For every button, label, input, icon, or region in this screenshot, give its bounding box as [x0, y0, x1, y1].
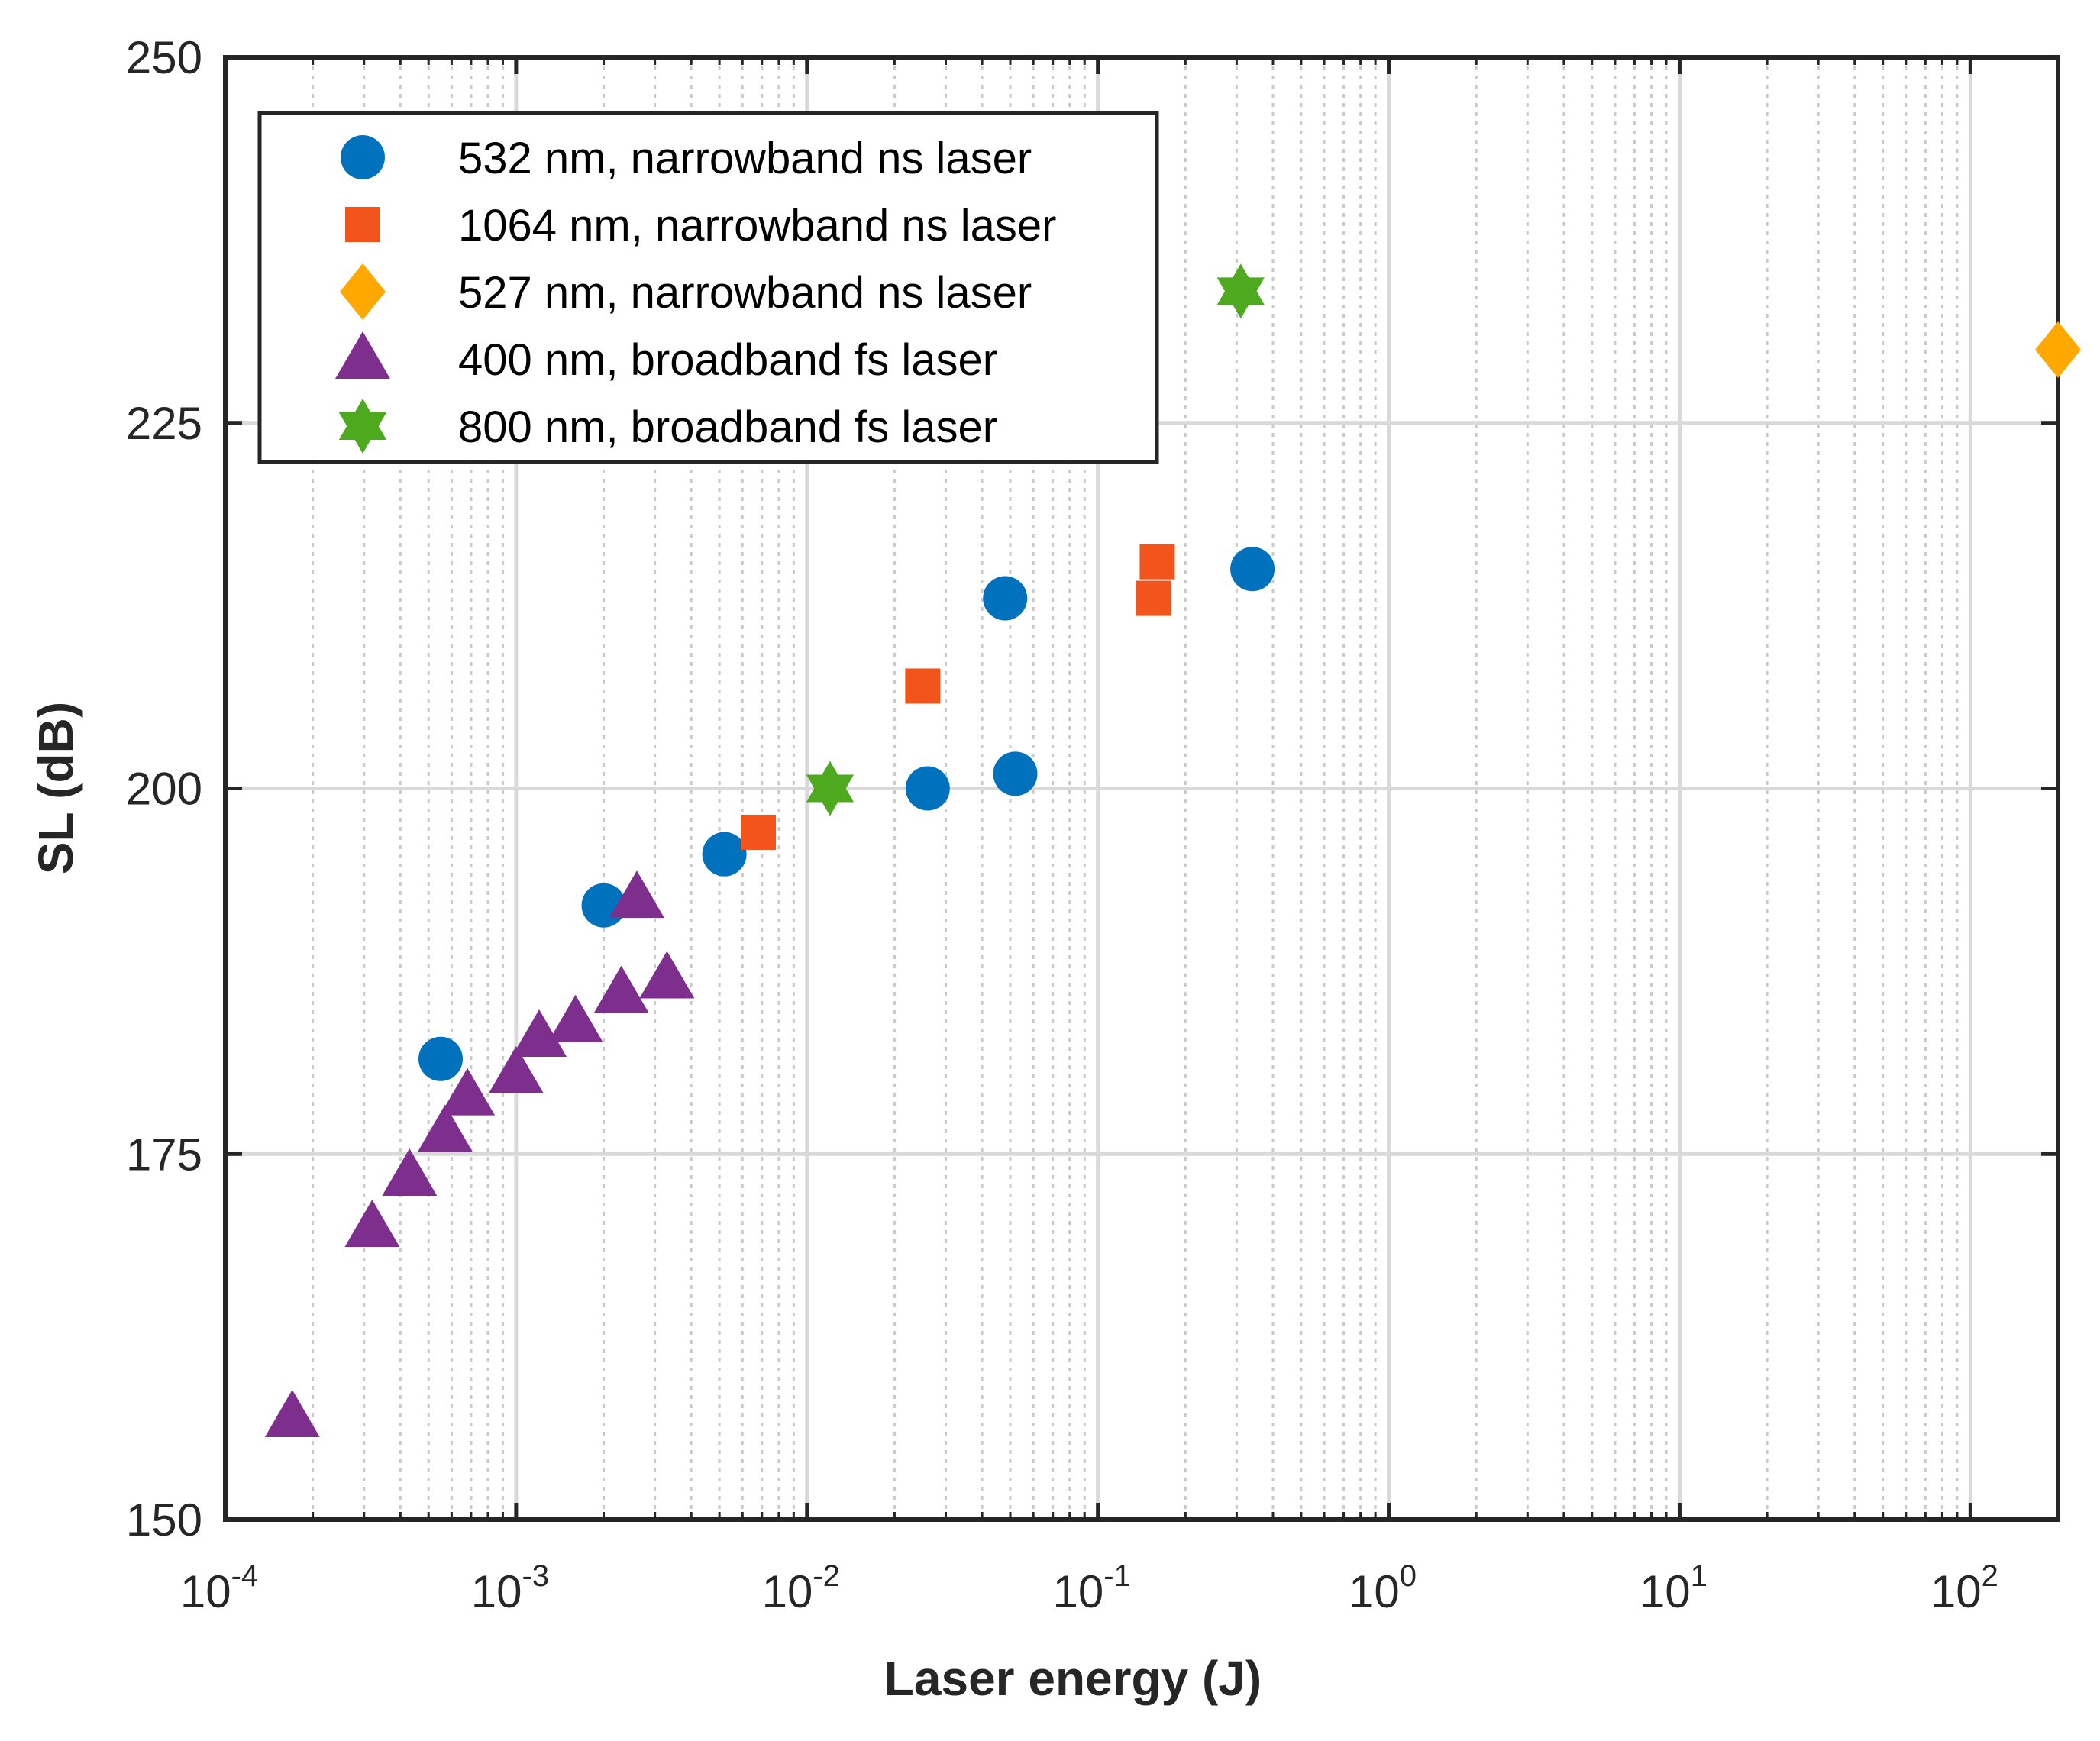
data-point-square	[905, 668, 941, 704]
legend-label-400nm: 400 nm, broadband fs laser	[458, 335, 997, 385]
y-tick-labels: 150 175 200 225 250	[126, 32, 202, 1546]
data-point-square	[1136, 580, 1171, 616]
legend-marker-triangle	[335, 331, 390, 379]
grid-lines	[225, 57, 2058, 1520]
legend-label-532nm: 532 nm, narrowband ns laser	[458, 134, 1032, 183]
data-point-circle	[905, 766, 950, 811]
data-point-triangle	[609, 870, 664, 919]
y-axis-title: SL (dB)	[28, 702, 83, 874]
y-tick-label: 200	[126, 764, 202, 815]
plot-area-frame	[223, 55, 2060, 1522]
data-point-triangle	[488, 1045, 544, 1093]
data-point-triangle	[382, 1148, 438, 1196]
series-square-points	[740, 544, 1175, 850]
legend-marker-square	[345, 207, 380, 242]
series-circle-points	[418, 547, 1275, 1081]
series-triangle-points	[264, 870, 695, 1437]
data-point-circle	[702, 832, 747, 877]
data-point-diamond	[2035, 321, 2081, 378]
data-point-hexagram	[806, 761, 855, 816]
data-point-triangle	[639, 951, 695, 999]
legend-label-800nm: 800 nm, broadband fs laser	[458, 402, 997, 452]
data-point-square	[1139, 544, 1175, 580]
legend-box	[257, 111, 1159, 464]
y-tick-label: 250	[126, 32, 202, 83]
data-point-circle	[418, 1036, 463, 1081]
y-tick-label: 150	[126, 1494, 202, 1546]
data-points	[264, 263, 2081, 1437]
x-tick-label: 102	[1930, 1559, 1998, 1617]
legend-label-1064nm: 1064 nm, narrowband ns laser	[458, 201, 1056, 250]
data-point-triangle	[264, 1389, 320, 1437]
legend-marker-hexagram	[338, 399, 387, 454]
x-axis-title: Laser energy (J)	[884, 1651, 1262, 1706]
data-point-triangle	[593, 965, 649, 1013]
legend-label-527nm: 527 nm, narrowband ns laser	[458, 268, 1032, 318]
x-tick-label: 10-1	[1053, 1559, 1131, 1617]
data-point-circle	[993, 751, 1038, 796]
legend-marker-circle	[341, 135, 385, 179]
legend: 532 nm, narrowband ns laser 1064 nm, nar…	[257, 111, 1159, 464]
data-point-square	[740, 814, 776, 850]
y-tick-label: 225	[126, 398, 202, 449]
data-point-hexagram	[1216, 263, 1265, 319]
legend-markers	[335, 135, 390, 454]
series-diamond-points	[2035, 321, 2081, 378]
series-hexagram-points	[806, 263, 1265, 816]
y-tick-label: 175	[126, 1129, 202, 1180]
data-point-triangle	[440, 1068, 496, 1116]
data-point-circle	[983, 576, 1028, 621]
data-point-triangle	[512, 1009, 567, 1058]
legend-marker-diamond	[340, 263, 386, 320]
data-point-triangle	[548, 994, 603, 1042]
data-point-triangle	[417, 1104, 473, 1152]
data-point-circle	[1230, 547, 1275, 592]
data-point-triangle	[344, 1200, 400, 1247]
axis-ticks	[223, 55, 2058, 1522]
